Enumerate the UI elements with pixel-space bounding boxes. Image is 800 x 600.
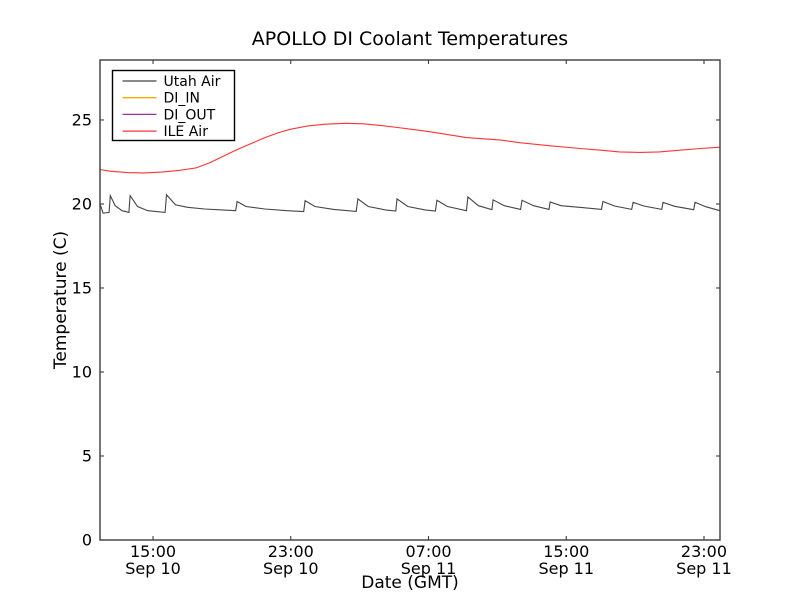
y-tick-label: 15 bbox=[72, 278, 92, 297]
axis-ticks bbox=[100, 60, 720, 541]
y-tick-label: 5 bbox=[82, 446, 92, 465]
x-tick-label-date: Sep 11 bbox=[538, 559, 594, 578]
x-tick-label-date: Sep 11 bbox=[676, 559, 732, 578]
x-tick-label-time: 15:00 bbox=[543, 542, 589, 561]
y-tick-label: 10 bbox=[72, 362, 92, 381]
legend-label: DI_IN bbox=[164, 91, 201, 107]
x-tick-label-date: Sep 11 bbox=[401, 559, 457, 578]
y-tick-label: 20 bbox=[72, 194, 92, 213]
x-tick-label-time: 15:00 bbox=[130, 542, 176, 561]
x-tick-label-time: 23:00 bbox=[268, 542, 314, 561]
axes-frame bbox=[99, 59, 721, 541]
x-tick-label-date: Sep 10 bbox=[263, 559, 319, 578]
legend-label: DI_OUT bbox=[164, 107, 216, 123]
y-axis-label: Temperature (C) bbox=[51, 231, 71, 370]
plot-frame bbox=[99, 59, 721, 541]
x-tick-label-date: Sep 10 bbox=[125, 559, 181, 578]
y-tick-label: 0 bbox=[82, 531, 92, 550]
chart-title: APOLLO DI Coolant Temperatures bbox=[252, 28, 568, 50]
x-axis-label: Date (GMT) bbox=[361, 573, 459, 593]
legend-label: ILE Air bbox=[164, 124, 209, 140]
series-line-ile-air bbox=[99, 122, 721, 174]
series-line-utah-air bbox=[99, 193, 721, 214]
series-lines bbox=[99, 122, 721, 541]
x-tick-label-time: 07:00 bbox=[405, 542, 451, 561]
y-tick-label: 25 bbox=[72, 110, 92, 129]
legend-label: Utah Air bbox=[164, 74, 221, 90]
x-tick-label-time: 23:00 bbox=[681, 542, 727, 561]
legend-box bbox=[111, 69, 236, 142]
